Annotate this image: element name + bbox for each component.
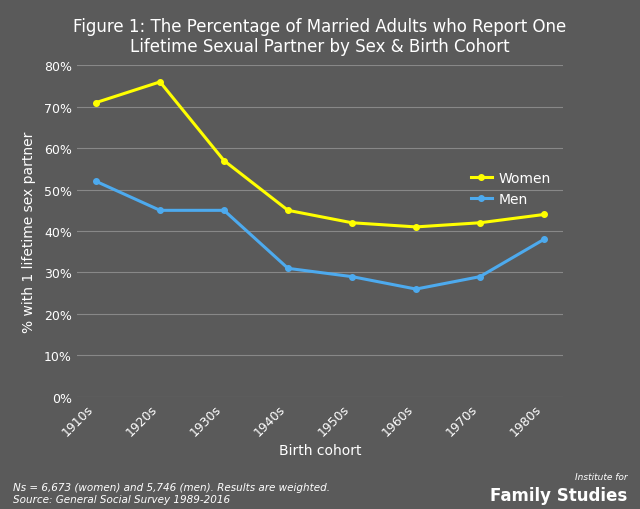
Men <box>540 237 548 243</box>
Men <box>348 274 356 280</box>
Women <box>220 158 228 164</box>
Legend: Women, Men: Women, Men <box>465 166 556 212</box>
Women <box>476 220 484 227</box>
Men <box>284 266 292 272</box>
Line: Women: Women <box>93 80 547 230</box>
Men <box>156 208 164 214</box>
Text: Institute for: Institute for <box>575 472 627 481</box>
Text: Family Studies: Family Studies <box>490 486 627 504</box>
Men <box>412 287 420 293</box>
X-axis label: Birth cohort: Birth cohort <box>279 443 361 458</box>
Men <box>92 179 100 185</box>
Men <box>220 208 228 214</box>
Y-axis label: % with 1 lifetime sex partner: % with 1 lifetime sex partner <box>22 131 36 332</box>
Women <box>412 224 420 231</box>
Women <box>284 208 292 214</box>
Title: Figure 1: The Percentage of Married Adults who Report One
Lifetime Sexual Partne: Figure 1: The Percentage of Married Adul… <box>74 18 566 56</box>
Women <box>156 79 164 86</box>
Women <box>92 100 100 106</box>
Women <box>348 220 356 227</box>
Text: Ns = 6,673 (women) and 5,746 (men). Results are weighted.
Source: General Social: Ns = 6,673 (women) and 5,746 (men). Resu… <box>13 483 330 504</box>
Men <box>476 274 484 280</box>
Women <box>540 212 548 218</box>
Line: Men: Men <box>93 179 547 292</box>
